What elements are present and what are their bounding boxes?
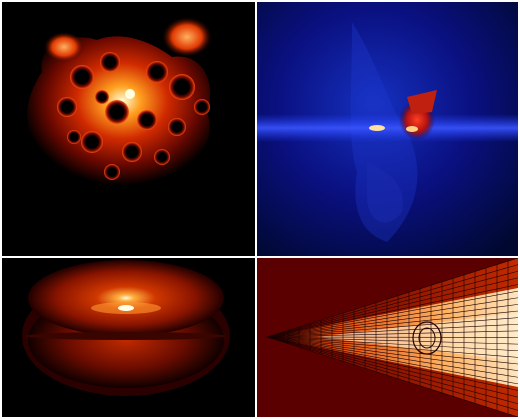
jet-simulation-image [257, 2, 518, 256]
panel-bottom-left [2, 258, 255, 417]
panel-top-right [257, 2, 518, 256]
bubble-simulation-image [2, 2, 255, 256]
panel-top-left [2, 2, 255, 256]
panel-bottom-right [257, 258, 518, 417]
mesh-simulation-image [257, 258, 518, 417]
disk-simulation-image [2, 258, 255, 417]
